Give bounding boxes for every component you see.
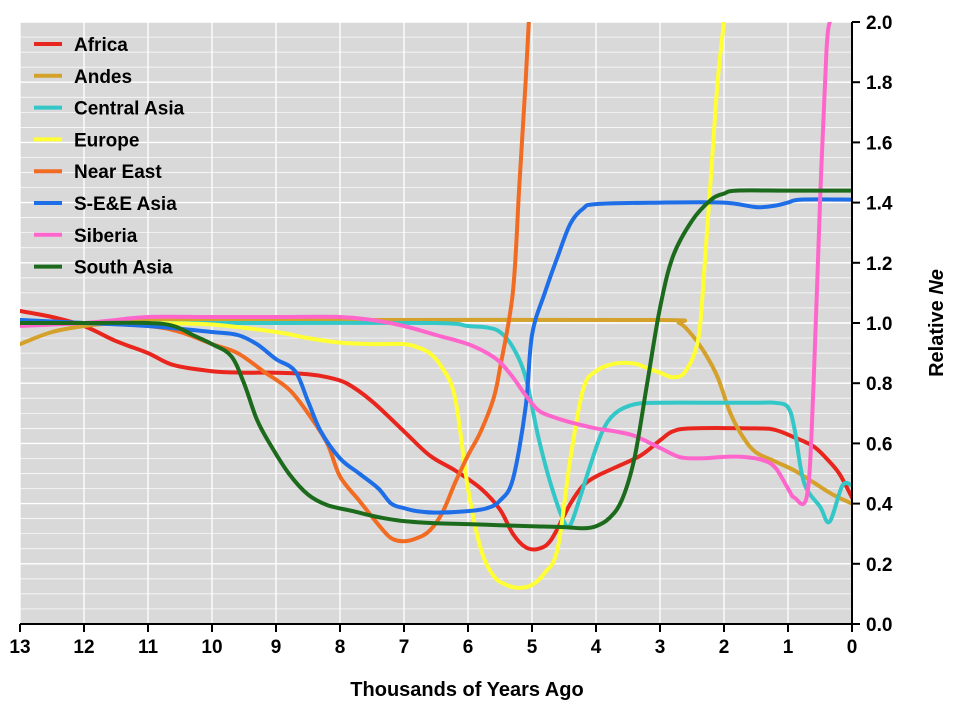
legend-item: S-E&E Asia bbox=[34, 194, 177, 215]
y-tick-label: 0.4 bbox=[866, 495, 893, 516]
y-axis-title-emph: Ne bbox=[926, 269, 948, 295]
y-tick-label: 1.4 bbox=[866, 194, 893, 215]
y-tick-label: 1.0 bbox=[866, 314, 892, 335]
legend-label: Africa bbox=[74, 35, 128, 56]
x-tick-label: 1 bbox=[783, 637, 794, 658]
y-axis-title-prefix: Relative bbox=[926, 295, 948, 377]
x-tick-label: 8 bbox=[335, 637, 346, 658]
x-tick-label: 11 bbox=[138, 637, 159, 658]
legend-item: Andes bbox=[34, 67, 132, 88]
legend-item: Europe bbox=[34, 130, 139, 151]
y-tick-label: 1.8 bbox=[866, 73, 892, 94]
x-tick-label: 10 bbox=[201, 637, 222, 658]
y-tick-label: 0.2 bbox=[866, 555, 892, 576]
y-tick-label: 0.0 bbox=[866, 615, 892, 636]
y-tick-label: 1.6 bbox=[866, 133, 892, 154]
legend-item: Africa bbox=[34, 35, 128, 56]
series-lines bbox=[20, 22, 852, 590]
y-tick-label: 1.2 bbox=[866, 254, 892, 275]
x-tick-label: 12 bbox=[73, 637, 94, 658]
x-tick-label: 7 bbox=[399, 637, 410, 658]
y-tick-label: 0.8 bbox=[866, 374, 892, 395]
legend-item: South Asia bbox=[34, 258, 173, 279]
x-tick-label: 13 bbox=[9, 637, 30, 658]
x-tick-label: 3 bbox=[655, 637, 666, 658]
x-tick-label: 2 bbox=[719, 637, 730, 658]
x-tick-label: 4 bbox=[591, 637, 602, 658]
legend-item: Near East bbox=[34, 162, 162, 183]
series-line-central-asia bbox=[20, 318, 852, 530]
legend-label: S-E&E Asia bbox=[74, 194, 177, 215]
legend: Africa Andes Central Asia Europe Near East S-… bbox=[34, 35, 185, 279]
series-line-s-e-e-asia bbox=[20, 197, 852, 515]
legend-label: Andes bbox=[74, 67, 132, 88]
legend-label: Central Asia bbox=[74, 99, 185, 120]
series-line-europe bbox=[20, 22, 726, 590]
x-tick-label: 9 bbox=[271, 637, 282, 658]
legend-item: Siberia bbox=[34, 226, 138, 247]
legend-item: Central Asia bbox=[34, 99, 185, 120]
legend-label: South Asia bbox=[74, 258, 173, 279]
axes bbox=[19, 21, 860, 632]
legend-label: Siberia bbox=[74, 226, 138, 247]
y-tick-label: 0.6 bbox=[866, 434, 892, 455]
series-line-africa bbox=[20, 309, 852, 552]
x-tick-label: 6 bbox=[463, 637, 474, 658]
y-axis-title: Relative Ne bbox=[926, 269, 948, 377]
y-tick-label: 2.0 bbox=[866, 13, 892, 34]
legend-label: Near East bbox=[74, 162, 162, 183]
y-tick-labels: 0.0 0.2 0.4 0.6 0.8 1.0 1.2 1.4 1.6 1.8 2.0 bbox=[866, 13, 893, 636]
series-line-south-asia bbox=[20, 188, 852, 531]
x-tick-label: 5 bbox=[527, 637, 538, 658]
x-tick-labels: 13 12 11 10 9 8 7 6 5 4 3 2 1 0 bbox=[9, 637, 857, 658]
x-tick-label: 0 bbox=[847, 637, 858, 658]
series-line-siberia bbox=[20, 22, 832, 507]
legend-label: Europe bbox=[74, 130, 139, 151]
x-axis-title: Thousands of Years Ago bbox=[350, 679, 583, 701]
